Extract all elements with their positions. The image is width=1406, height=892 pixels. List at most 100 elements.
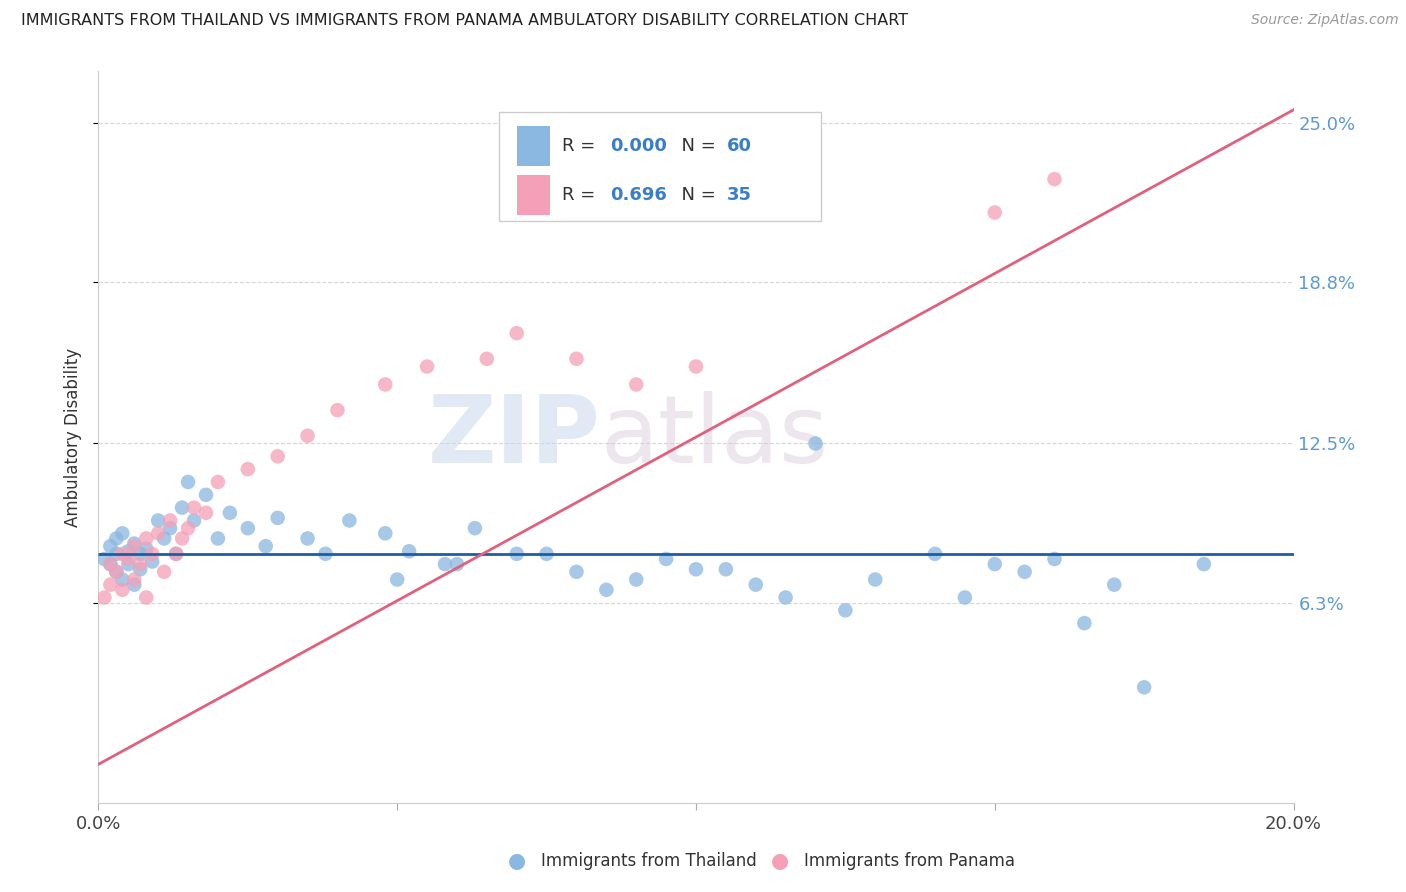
Text: R =: R = [562,137,602,155]
Text: 0.696: 0.696 [610,186,666,204]
Point [148,514,170,528]
Text: Immigrants from Thailand: Immigrants from Thailand [541,853,756,871]
Point [297,429,319,443]
Point [159,514,181,528]
Point [129,557,152,571]
Point [775,591,797,605]
Text: atlas: atlas [600,391,828,483]
Point [374,526,396,541]
Point [655,552,678,566]
Point [177,521,200,535]
Text: ZIP: ZIP [427,391,600,483]
Point [105,565,128,579]
Text: IMMIGRANTS FROM THAILAND VS IMMIGRANTS FROM PANAMA AMBULATORY DISABILITY CORRELA: IMMIGRANTS FROM THAILAND VS IMMIGRANTS F… [21,13,908,29]
Text: N =: N = [669,137,721,155]
Point [117,544,139,558]
Point [117,557,139,571]
Point [339,514,361,528]
Point [98,539,122,553]
Point [159,521,181,535]
Point [124,536,146,550]
Point [183,500,205,515]
Point [141,555,163,569]
Point [135,541,157,556]
Point [207,475,229,489]
Point [153,532,176,546]
Point [506,547,529,561]
Point [565,351,588,366]
Point [135,532,157,546]
Point [129,562,152,576]
Point [834,603,856,617]
Text: N =: N = [669,186,721,204]
Point [1043,552,1066,566]
Point [236,462,259,476]
Point [626,377,648,392]
Point [267,450,290,464]
Point [385,573,409,587]
Point [105,547,128,561]
Bar [517,175,550,215]
Point [1014,565,1036,579]
Point [141,547,163,561]
Point [172,532,194,546]
Point [98,557,122,571]
Point [536,547,558,561]
Point [111,526,134,541]
Text: Immigrants from Panama: Immigrants from Panama [804,853,1015,871]
Point [111,547,134,561]
Point [219,506,242,520]
Point [195,488,218,502]
Text: 0.000: 0.000 [610,137,666,155]
Point [745,577,768,591]
Point [267,511,290,525]
Point [804,436,827,450]
Point [124,573,146,587]
Point [183,514,205,528]
Point [714,562,737,576]
Point [165,547,187,561]
Point [565,565,588,579]
Point [1073,616,1095,631]
Point [475,351,498,366]
Point [124,577,146,591]
Point [254,539,277,553]
Point [297,532,319,546]
Point [685,359,707,374]
Point [416,359,439,374]
Point [124,539,146,553]
Point [93,591,115,605]
Point [1043,172,1066,186]
Point [172,500,194,515]
Point [1133,681,1156,695]
Bar [517,126,550,166]
Point [953,591,976,605]
Point [135,591,157,605]
Point [153,565,176,579]
Point [595,582,617,597]
Y-axis label: Ambulatory Disability: Ambulatory Disability [65,348,83,526]
Point [626,573,648,587]
Text: ●: ● [508,851,526,871]
Text: Source: ZipAtlas.com: Source: ZipAtlas.com [1251,13,1399,28]
Point [105,532,128,546]
Point [464,521,486,535]
Point [374,377,396,392]
Text: ●: ● [770,851,789,871]
Point [865,573,887,587]
Point [165,547,187,561]
Point [195,506,218,520]
Point [398,544,420,558]
Point [177,475,200,489]
Point [446,557,468,571]
Point [984,205,1007,219]
Point [685,562,707,576]
Point [1192,557,1215,571]
Point [326,403,349,417]
Point [1104,577,1126,591]
Point [93,552,115,566]
Point [111,582,134,597]
Text: R =: R = [562,186,602,204]
Point [236,521,259,535]
Point [207,532,229,546]
